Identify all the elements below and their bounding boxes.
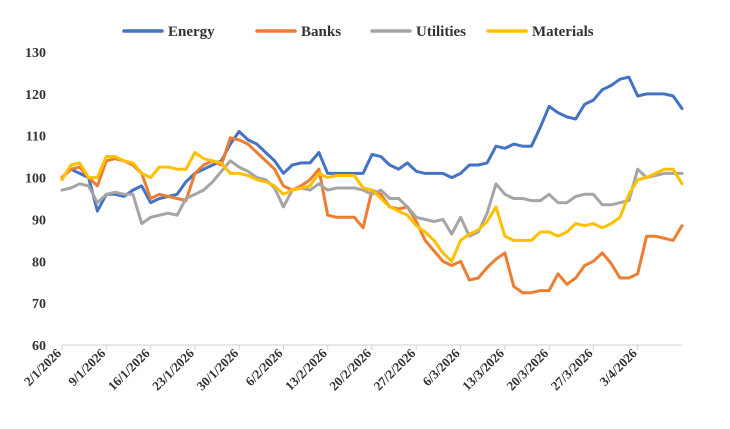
- y-tick-label-130: 130: [25, 46, 46, 61]
- x-tick-label-16-1-2026: 16/1/2026: [105, 345, 153, 393]
- y-tick-label-100: 100: [25, 172, 46, 187]
- x-tick-label-23-1-2026: 23/1/2026: [149, 345, 197, 393]
- x-tick-label-9-1-2026: 9/1/2026: [65, 345, 109, 389]
- x-tick-label-30-1-2026: 30/1/2026: [193, 345, 241, 393]
- x-tick-label-27-2-2026: 27/2/2026: [371, 345, 419, 393]
- y-tick-label-80: 80: [32, 255, 46, 270]
- y-tick-label-120: 120: [25, 88, 46, 103]
- legend-label-utilities: Utilities: [416, 24, 466, 40]
- y-axis-tick-labels: 60 70 80 90 100 110 120 130: [25, 46, 46, 354]
- chart-series: [60, 75, 684, 295]
- x-tick-label-13-3-2026: 13/3/2026: [459, 345, 507, 393]
- series-line-materials: [60, 151, 684, 263]
- x-tick-label-27-3-2026: 27/3/2026: [548, 345, 596, 393]
- x-axis-tick-marks: [61, 345, 639, 350]
- x-axis-tick-labels: 2/1/2026 9/1/202616/1/202623/1/202630/1/2…: [21, 345, 640, 393]
- x-tick-label-20-3-2026: 20/3/2026: [503, 345, 551, 393]
- y-tick-label-110: 110: [26, 130, 46, 145]
- x-tick-label-13-2-2026: 13/2/2026: [282, 345, 330, 393]
- y-tick-label-90: 90: [32, 213, 46, 228]
- x-tick-label-6-2-2026: 6/2/2026: [242, 345, 286, 389]
- series-line-utilities: [60, 159, 684, 238]
- x-tick-label-6-3-2026: 6/3/2026: [419, 345, 463, 389]
- y-tick-label-60: 60: [32, 339, 46, 354]
- x-tick-label-3-4-2026: 3/4/2026: [597, 345, 641, 389]
- legend-label-materials: Materials: [532, 24, 594, 40]
- x-tick-label-20-2-2026: 20/2/2026: [326, 345, 374, 393]
- legend-label-energy: Energy: [168, 24, 215, 40]
- legend-label-banks: Banks: [301, 24, 341, 40]
- chart-legend: Energy Banks Utilities Materials: [122, 24, 594, 40]
- y-tick-label-70: 70: [32, 297, 46, 312]
